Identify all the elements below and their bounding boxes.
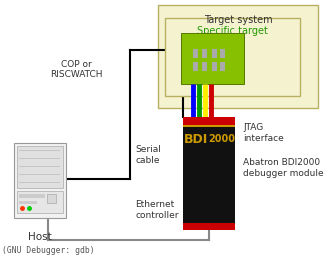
Text: (GNU Debugger: gdb): (GNU Debugger: gdb) — [2, 246, 95, 255]
Bar — [165, 18, 300, 96]
Text: Ethernet
controller: Ethernet controller — [135, 200, 179, 220]
Bar — [212, 49, 217, 58]
Bar — [220, 62, 225, 71]
Text: Specific target: Specific target — [197, 26, 268, 36]
Bar — [193, 49, 198, 58]
Bar — [193, 62, 198, 71]
Bar — [19, 201, 37, 204]
Text: Abatron BDI2000
debugger module: Abatron BDI2000 debugger module — [243, 158, 324, 178]
Bar — [17, 191, 63, 213]
Text: Serial
cable: Serial cable — [135, 145, 161, 165]
Text: COP or
RISCWATCH: COP or RISCWATCH — [50, 60, 102, 79]
Text: JTAG
interface: JTAG interface — [243, 123, 284, 143]
Bar — [183, 117, 235, 230]
Bar — [202, 49, 207, 58]
Bar — [202, 62, 207, 71]
Bar — [158, 5, 318, 108]
Bar — [47, 194, 56, 203]
Text: BDI: BDI — [184, 133, 208, 146]
Bar — [220, 49, 225, 58]
Bar — [181, 33, 244, 84]
Bar — [17, 146, 63, 188]
Bar — [183, 223, 235, 230]
Text: Host: Host — [28, 232, 52, 242]
Bar — [14, 143, 66, 218]
Text: Target system: Target system — [204, 15, 272, 25]
Bar — [183, 125, 235, 127]
Bar — [212, 62, 217, 71]
Bar — [19, 194, 45, 198]
Text: 2000: 2000 — [208, 134, 235, 144]
Bar — [183, 117, 235, 125]
